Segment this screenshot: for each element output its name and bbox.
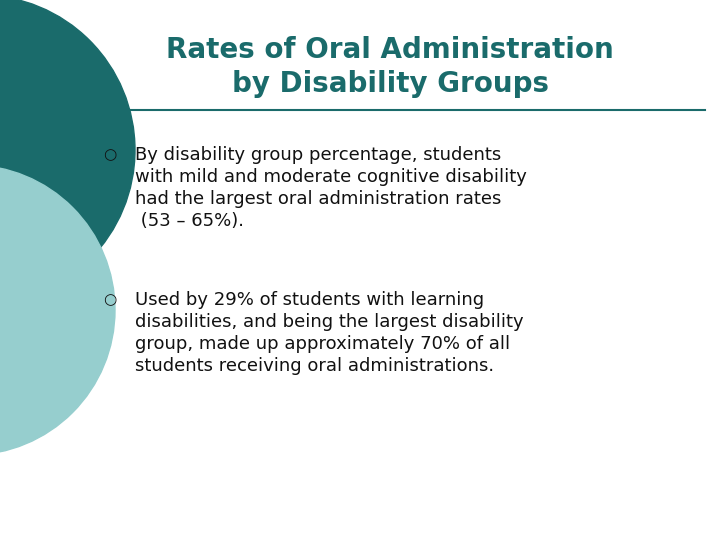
Text: Used by 29% of students with learning: Used by 29% of students with learning: [135, 291, 484, 309]
Text: Rates of Oral Administration: Rates of Oral Administration: [166, 36, 614, 64]
Text: by Disability Groups: by Disability Groups: [232, 70, 549, 98]
Text: ○: ○: [104, 293, 117, 307]
Text: with mild and moderate cognitive disability: with mild and moderate cognitive disabil…: [135, 168, 527, 186]
Text: ○: ○: [104, 147, 117, 163]
Circle shape: [0, 165, 115, 455]
Text: By disability group percentage, students: By disability group percentage, students: [135, 146, 501, 164]
Text: (53 – 65%).: (53 – 65%).: [135, 212, 244, 230]
Text: students receiving oral administrations.: students receiving oral administrations.: [135, 357, 494, 375]
Text: disabilities, and being the largest disability: disabilities, and being the largest disa…: [135, 313, 523, 331]
Text: group, made up approximately 70% of all: group, made up approximately 70% of all: [135, 335, 510, 353]
Circle shape: [0, 0, 135, 305]
Text: had the largest oral administration rates: had the largest oral administration rate…: [135, 190, 501, 208]
